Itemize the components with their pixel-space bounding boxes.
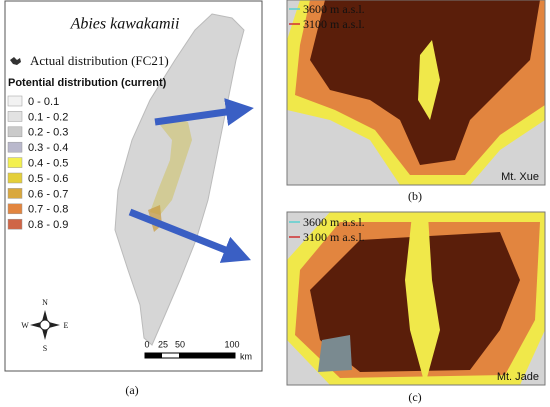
scale-label: 25 <box>158 339 168 349</box>
compass-w: W <box>21 321 29 330</box>
legend-swatch <box>7 172 23 184</box>
panel-frame <box>286 211 546 386</box>
legend-swatch <box>7 111 23 122</box>
compass-n: N <box>42 298 48 307</box>
compass-e: E <box>64 321 69 330</box>
scale-label: 0 <box>144 339 149 349</box>
legend-title: Potential distribution (current) <box>8 77 167 89</box>
legend-swatch <box>7 203 23 215</box>
taiwan <box>114 13 245 346</box>
legend-label: 0.5 - 0.6 <box>28 173 68 185</box>
contour-label: 3100 m a.s.l. <box>303 17 365 31</box>
terrain-map <box>287 0 545 185</box>
scale-bar <box>144 352 236 359</box>
legend-label: 0 - 0.1 <box>28 96 59 108</box>
terrain-map <box>287 212 545 385</box>
legend-swatch <box>7 126 23 138</box>
peak-label: Mt. Xue <box>501 171 539 183</box>
legend-label: 0.6 - 0.7 <box>28 188 68 200</box>
legend-swatch <box>7 157 23 168</box>
panel-frame <box>286 0 546 186</box>
legend-label: 0.8 - 0.9 <box>28 219 68 231</box>
legend-label: 0.3 - 0.4 <box>28 142 68 154</box>
legend-swatch <box>7 95 23 107</box>
caption: (a) <box>125 383 138 397</box>
caption: (c) <box>408 390 421 404</box>
contour-label: 3600 m a.s.l. <box>303 2 365 16</box>
caption: (b) <box>408 189 422 203</box>
compass-s: S <box>43 344 47 353</box>
scale-label: 100 <box>224 339 239 349</box>
arrow <box>128 208 252 263</box>
legend-label: 0.1 - 0.2 <box>28 111 68 123</box>
peak-label: Mt. Jade <box>497 371 539 383</box>
scale-unit: km <box>240 351 252 361</box>
actual-label: Actual distribution (FC21) <box>30 53 169 68</box>
actual-icon <box>10 57 21 65</box>
contour-label: 3100 m a.s.l. <box>303 230 365 244</box>
compass <box>30 310 60 340</box>
legend-swatch <box>7 188 23 199</box>
arrow <box>154 98 254 126</box>
legend: 0 - 0.1 0.1 - 0.2 0.2 - 0.3 0.3 - 0.4 0.4 - … <box>7 95 68 231</box>
suitable-zone <box>150 118 192 215</box>
legend-swatch <box>7 218 23 230</box>
legend-label: 0.2 - 0.3 <box>28 127 68 139</box>
legend-label: 0.4 - 0.5 <box>28 158 68 170</box>
contour-label: 3600 m a.s.l. <box>303 215 365 229</box>
legend-swatch <box>7 141 23 153</box>
legend-label: 0.7 - 0.8 <box>28 204 68 216</box>
scale-label: 50 <box>175 339 185 349</box>
title: Abies kawakamii <box>70 16 180 33</box>
